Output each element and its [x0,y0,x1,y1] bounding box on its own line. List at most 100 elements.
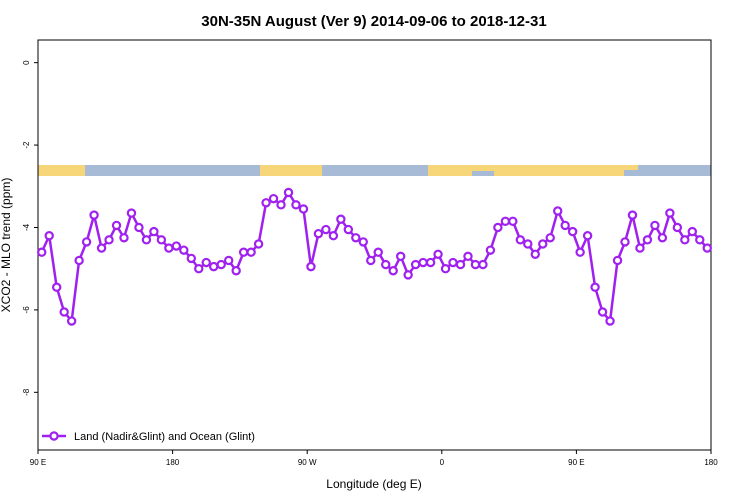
data-point [575,247,585,257]
data-point [164,243,174,253]
data-point [89,210,99,220]
data-point [96,243,107,253]
land-band [472,165,494,171]
y-tick-label: -4 [22,223,31,231]
data-point [440,263,451,274]
data-point [665,208,675,218]
x-tick-label: 180 [166,458,180,467]
data-point [358,237,368,247]
ocean-band [38,165,711,176]
data-point [231,266,241,276]
data-point [425,257,436,268]
data-point [635,243,645,253]
data-point [493,222,503,233]
data-point [612,255,623,266]
data-point [119,233,129,243]
data-point [194,263,204,274]
data-point [597,307,608,317]
data-point [171,241,182,251]
data-point [695,235,705,245]
data-point [126,208,137,218]
data-point [37,247,47,257]
data-point [313,228,324,239]
data-point [448,257,458,268]
data-point [336,214,346,224]
data-point [657,233,668,243]
data-point [134,222,144,233]
y-tick-label: 0 [22,60,31,65]
data-point [508,216,518,227]
x-tick-label: 90 E [568,458,584,467]
data-point [680,235,690,245]
data-point [238,247,249,257]
data-point [455,259,466,270]
data-point [81,237,92,247]
x-tick-label: 90 E [30,458,46,467]
data-point [388,266,398,276]
data-point [351,233,361,243]
data-point [283,187,294,198]
data-point [44,231,54,241]
land-band [260,165,322,176]
data-point [642,235,653,245]
data-point [627,210,638,220]
land-ocean-band [38,165,711,176]
data-point [403,270,413,280]
data-point [321,224,331,235]
data-point [253,239,264,249]
data-point [530,249,540,259]
data-point [485,245,496,255]
data-point [605,316,615,326]
data-point [343,224,354,235]
data-point [702,243,712,253]
data-point [268,193,279,204]
data-point [216,259,226,270]
data-point [179,245,189,255]
data-point [186,253,196,264]
x-tick-label: 90 W [298,458,317,467]
data-point [74,255,84,266]
land-band [494,165,624,176]
data-point [650,220,660,231]
data-point [410,259,421,270]
data-point [223,255,234,266]
x-tick-label: 0 [440,458,445,467]
data-point [381,259,391,270]
y-axis-label: XCO2 - MLO trend (ppm) [0,178,13,313]
data-point [373,247,383,257]
data-point [620,237,630,247]
x-tick-label: 180 [704,458,718,467]
data-point [582,231,593,241]
data-point [500,216,511,227]
data-point [515,235,526,245]
series-line [40,190,709,325]
data-point [246,247,256,257]
data-point [523,239,533,249]
y-tick-label: -8 [22,388,31,396]
data-point [209,261,219,272]
x-axis-label: Longitude (deg E) [326,477,421,491]
chart-title: 30N-35N August (Ver 9) 2014-09-06 to 201… [201,13,546,30]
data-point [538,239,548,249]
data-point [156,235,167,245]
data-point [111,220,122,231]
data-point [366,255,376,266]
y-tick-label: -6 [22,306,31,314]
plot-frame [37,39,712,451]
data-point [149,226,159,237]
data-point [590,282,600,292]
data-point [276,200,286,210]
data-point [141,235,152,245]
data-point [261,198,271,208]
data-point [418,257,428,268]
data-point [470,259,481,270]
data-point [553,206,563,216]
data-point [306,261,316,272]
data-point [66,316,77,326]
data-point [51,282,62,292]
data-point [298,204,309,214]
data-point [567,226,578,237]
data-point [478,259,488,270]
data-point [328,231,339,241]
